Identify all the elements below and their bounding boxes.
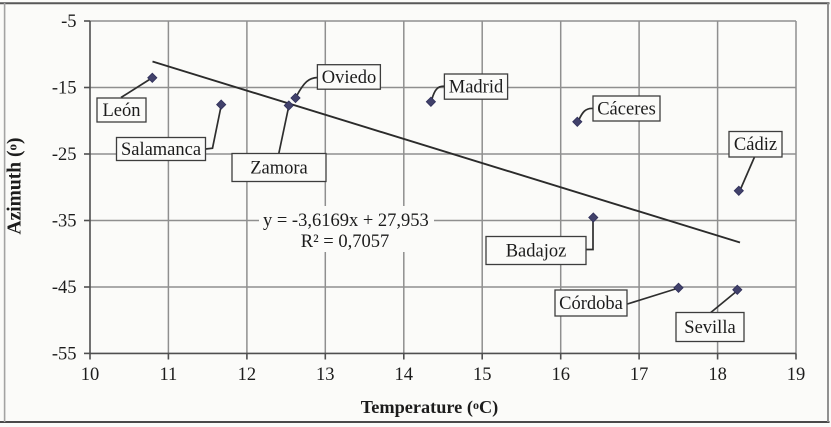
svg-text:-55: -55 [52,344,77,364]
svg-text:Temperature (oC): Temperature (oC) [361,397,499,418]
svg-text:Badajoz: Badajoz [506,242,567,262]
svg-text:Zamora: Zamora [250,159,308,179]
svg-text:-45: -45 [52,278,77,298]
svg-text:-5: -5 [61,12,76,32]
svg-text:y = -3,6169x + 27,953: y = -3,6169x + 27,953 [263,211,429,231]
svg-text:14: 14 [395,365,414,385]
svg-text:18: 18 [708,365,727,385]
svg-text:10: 10 [81,365,100,385]
svg-text:17: 17 [630,365,649,385]
svg-text:11: 11 [159,365,177,385]
svg-text:Cáceres: Cáceres [597,100,656,120]
svg-text:Cádiz: Cádiz [734,135,777,155]
svg-text:Oviedo: Oviedo [322,68,376,88]
svg-text:-35: -35 [52,212,77,232]
svg-text:-15: -15 [52,79,77,99]
svg-text:15: 15 [473,365,492,385]
svg-text:R² = 0,7057: R² = 0,7057 [301,232,389,252]
svg-text:16: 16 [551,365,570,385]
svg-text:12: 12 [238,365,257,385]
svg-text:Sevilla: Sevilla [684,318,735,338]
svg-text:Azimuth (o): Azimuth (o) [5,138,26,235]
svg-text:19: 19 [787,365,806,385]
svg-text:-25: -25 [52,145,77,165]
svg-text:León: León [102,101,140,121]
svg-text:13: 13 [316,365,335,385]
svg-text:Salamanca: Salamanca [121,140,201,160]
svg-text:Córdoba: Córdoba [559,294,623,314]
svg-text:Madrid: Madrid [449,78,504,98]
